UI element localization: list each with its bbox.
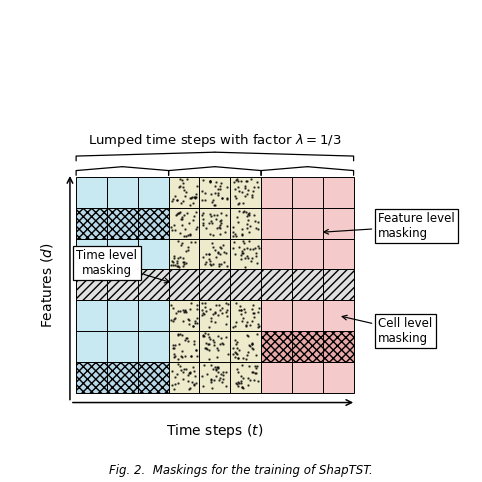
Bar: [292, 300, 323, 331]
Bar: [138, 362, 169, 393]
Bar: [200, 239, 230, 269]
Bar: [138, 177, 169, 208]
Bar: [76, 208, 107, 239]
Bar: [76, 362, 107, 393]
Bar: [107, 239, 138, 269]
Bar: [107, 331, 138, 362]
Bar: [107, 362, 138, 393]
Bar: [230, 331, 261, 362]
Bar: [76, 300, 107, 331]
Bar: [292, 362, 323, 393]
Bar: [200, 331, 230, 362]
Bar: [107, 362, 138, 393]
Bar: [76, 331, 107, 362]
Bar: [323, 208, 354, 239]
Bar: [261, 331, 292, 362]
Bar: [76, 269, 107, 300]
Bar: [323, 331, 354, 362]
Text: Features ($d$): Features ($d$): [39, 242, 55, 328]
Bar: [107, 269, 138, 300]
Bar: [323, 239, 354, 269]
Bar: [230, 300, 261, 331]
Bar: [200, 269, 230, 300]
Text: Lumped time steps with factor $\lambda = 1/3$: Lumped time steps with factor $\lambda =…: [88, 132, 342, 149]
Bar: [107, 300, 138, 331]
Bar: [138, 300, 169, 331]
Bar: [169, 177, 200, 208]
Bar: [76, 208, 107, 239]
Bar: [76, 269, 107, 300]
Bar: [323, 300, 354, 331]
Bar: [138, 269, 169, 300]
Bar: [138, 331, 169, 362]
Bar: [107, 269, 138, 300]
Bar: [292, 208, 323, 239]
Bar: [292, 331, 323, 362]
Bar: [169, 362, 200, 393]
Bar: [169, 239, 200, 269]
Bar: [292, 239, 323, 269]
Bar: [138, 362, 169, 393]
Text: Time steps ($t$): Time steps ($t$): [166, 422, 264, 440]
Bar: [138, 269, 169, 300]
Bar: [76, 239, 107, 269]
Bar: [261, 208, 292, 239]
Bar: [169, 269, 200, 300]
Bar: [230, 177, 261, 208]
Bar: [230, 269, 261, 300]
Bar: [138, 208, 169, 239]
Text: Time level
masking: Time level masking: [77, 249, 169, 283]
Bar: [261, 239, 292, 269]
Bar: [261, 177, 292, 208]
Bar: [138, 208, 169, 239]
Bar: [107, 208, 138, 239]
Bar: [292, 269, 323, 300]
Bar: [138, 239, 169, 269]
Bar: [200, 300, 230, 331]
Bar: [200, 269, 230, 300]
Bar: [323, 269, 354, 300]
Bar: [261, 331, 292, 362]
Bar: [230, 208, 261, 239]
Bar: [261, 269, 292, 300]
Bar: [230, 239, 261, 269]
Text: Feature level
masking: Feature level masking: [324, 212, 455, 240]
Bar: [169, 208, 200, 239]
Bar: [261, 269, 292, 300]
Bar: [200, 177, 230, 208]
Bar: [323, 269, 354, 300]
Bar: [107, 208, 138, 239]
Bar: [230, 269, 261, 300]
Bar: [200, 208, 230, 239]
Bar: [200, 362, 230, 393]
Bar: [76, 362, 107, 393]
Bar: [261, 300, 292, 331]
Bar: [76, 177, 107, 208]
Bar: [323, 331, 354, 362]
Text: Fig. 2.  Maskings for the training of ShapTST.: Fig. 2. Maskings for the training of Sha…: [109, 464, 373, 477]
Bar: [292, 331, 323, 362]
Bar: [169, 269, 200, 300]
Bar: [169, 300, 200, 331]
Bar: [323, 362, 354, 393]
Bar: [292, 269, 323, 300]
Text: Cell level
masking: Cell level masking: [342, 315, 432, 345]
Bar: [292, 177, 323, 208]
Bar: [169, 331, 200, 362]
Bar: [230, 362, 261, 393]
Bar: [107, 177, 138, 208]
Bar: [323, 177, 354, 208]
Bar: [261, 362, 292, 393]
